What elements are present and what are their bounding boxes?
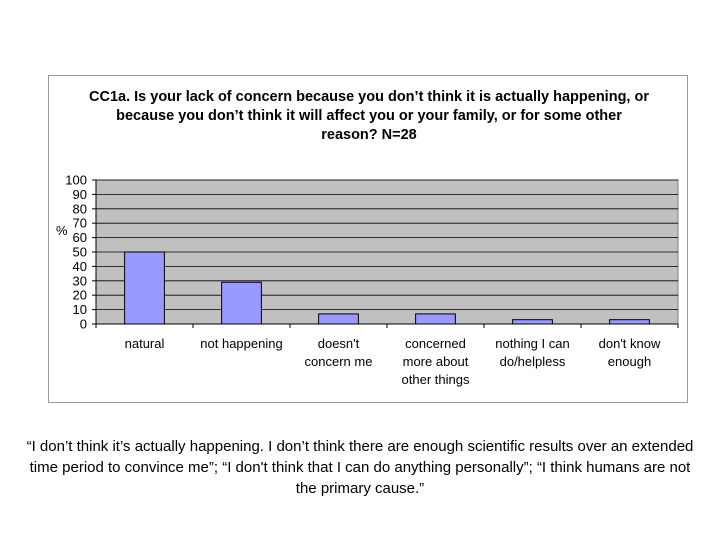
bar xyxy=(609,319,650,325)
x-tick-label: nothing I can do/helpless xyxy=(495,336,569,369)
y-tick-label: 80 xyxy=(73,201,87,216)
chart-title: CC1a. Is your lack of concern because yo… xyxy=(89,89,649,143)
x-tick-label: not happening xyxy=(200,336,282,351)
y-tick-label: 0 xyxy=(80,317,87,332)
x-tick-label: concerned more about other things xyxy=(402,336,470,387)
bar xyxy=(124,251,165,325)
y-tick-label: 70 xyxy=(73,216,87,231)
y-tick-label: 50 xyxy=(73,245,87,260)
gridlines xyxy=(96,179,678,311)
bars xyxy=(124,251,650,325)
chart-frame: CC1a. Is your lack of concern because yo… xyxy=(48,75,688,403)
y-tick-label: 40 xyxy=(73,259,87,274)
bar xyxy=(318,313,359,325)
quote-caption: “I don’t think it’s actually happening. … xyxy=(26,438,694,497)
y-tick-label: 30 xyxy=(73,273,87,288)
x-tick-label: natural xyxy=(125,336,165,351)
y-tick-label: 10 xyxy=(73,302,87,317)
x-tick-labels: natural not happening doesn't concern me con… xyxy=(95,324,679,387)
bar xyxy=(415,313,456,325)
y-tick-label: 100 xyxy=(65,173,87,188)
y-axis-label: % xyxy=(56,223,68,238)
y-tick-label: 20 xyxy=(73,288,87,303)
bar xyxy=(221,281,262,325)
x-tick-label: don't know enough xyxy=(599,336,661,369)
y-tick-label: 60 xyxy=(73,230,87,245)
bar xyxy=(512,319,553,325)
y-tick-label: 90 xyxy=(73,187,87,202)
x-tick-label: doesn't concern me xyxy=(305,336,373,369)
